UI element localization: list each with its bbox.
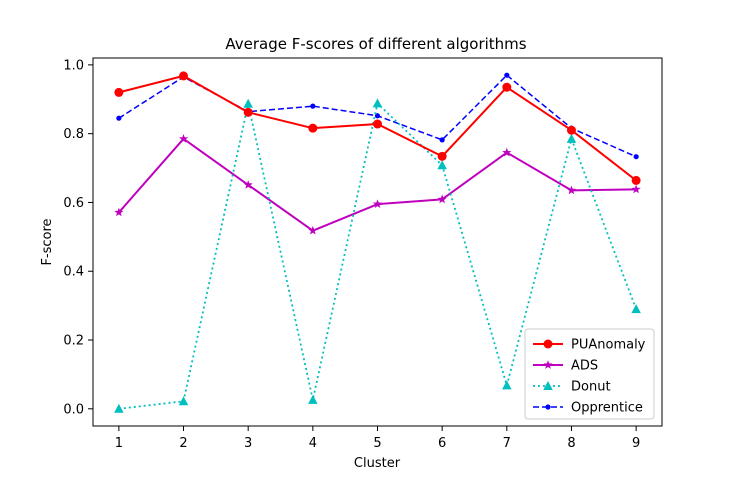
data-point-opprentice bbox=[374, 113, 381, 119]
y-axis: 0.0 0.2 0.4 0.6 0.8 1.0 bbox=[63, 58, 93, 417]
data-point-donut bbox=[243, 98, 253, 108]
data-point-puanomaly bbox=[437, 151, 447, 161]
data-point-donut bbox=[566, 133, 577, 143]
data-point-donut bbox=[114, 403, 124, 413]
series-line-ads bbox=[118, 137, 637, 232]
legend-marker bbox=[543, 339, 553, 349]
data-point-donut bbox=[631, 304, 641, 314]
x-axis-label: Cluster bbox=[354, 456, 401, 471]
data-point-puanomaly bbox=[179, 71, 189, 81]
data-point-donut bbox=[178, 396, 189, 406]
data-point-opprentice bbox=[310, 103, 316, 109]
x-tick-label: 8 bbox=[567, 436, 575, 451]
legend-marker bbox=[543, 360, 553, 369]
data-point-donut bbox=[437, 160, 447, 170]
series-puanomaly bbox=[114, 71, 641, 185]
data-point-puanomaly bbox=[243, 107, 253, 117]
data-point-puanomaly bbox=[308, 123, 318, 133]
data-point-ads bbox=[631, 184, 641, 194]
y-tick-label: 0.0 bbox=[63, 402, 84, 417]
legend-marker bbox=[545, 404, 551, 410]
legend-label: Opprentice bbox=[571, 401, 643, 416]
data-point-ads bbox=[566, 185, 577, 195]
x-tick-label: 7 bbox=[503, 436, 511, 451]
data-point-ads bbox=[502, 147, 512, 157]
x-tick-label: 2 bbox=[179, 436, 187, 451]
legend-item-donut: Donut bbox=[533, 380, 611, 395]
data-point-donut bbox=[502, 380, 512, 390]
legend-marker bbox=[543, 381, 553, 390]
legend-label: PUAnomaly bbox=[571, 338, 646, 353]
data-point-puanomaly bbox=[566, 125, 576, 135]
x-tick-label: 1 bbox=[115, 436, 123, 451]
plot-area bbox=[114, 71, 641, 413]
legend-label: ADS bbox=[571, 359, 598, 374]
y-tick-label: 0.6 bbox=[63, 196, 84, 211]
legend: PUAnomaly ADS Donut Opprentice bbox=[524, 328, 655, 420]
data-point-ads bbox=[243, 180, 253, 189]
data-point-opprentice bbox=[504, 72, 510, 78]
series-donut bbox=[114, 98, 641, 413]
data-point-donut bbox=[372, 98, 383, 108]
legend-item-ads: ADS bbox=[533, 359, 598, 374]
data-point-puanomaly bbox=[114, 87, 124, 97]
data-point-puanomaly bbox=[373, 119, 382, 129]
series-ads bbox=[114, 134, 641, 235]
data-point-donut bbox=[308, 394, 318, 404]
y-tick-label: 1.0 bbox=[63, 58, 84, 73]
y-tick-label: 0.8 bbox=[63, 127, 84, 142]
data-point-puanomaly bbox=[502, 82, 512, 92]
x-tick-label: 9 bbox=[632, 436, 640, 451]
x-tick-label: 5 bbox=[373, 436, 381, 451]
legend-item-opprentice: Opprentice bbox=[533, 401, 643, 416]
data-point-ads bbox=[178, 134, 189, 143]
data-point-ads bbox=[114, 207, 124, 217]
legend-label: Donut bbox=[571, 380, 611, 395]
data-point-opprentice bbox=[439, 137, 445, 143]
x-tick-label: 3 bbox=[244, 436, 252, 451]
data-point-ads bbox=[437, 194, 447, 204]
legend-box bbox=[524, 328, 655, 420]
x-tick-label: 6 bbox=[438, 436, 446, 451]
y-axis-label: F-score bbox=[40, 218, 55, 265]
x-tick-label: 4 bbox=[309, 436, 317, 451]
y-tick-label: 0.4 bbox=[63, 265, 84, 280]
data-point-ads bbox=[308, 225, 318, 235]
data-point-ads bbox=[372, 199, 383, 209]
y-tick-label: 0.2 bbox=[63, 334, 84, 349]
data-point-opprentice bbox=[116, 115, 122, 121]
data-point-opprentice bbox=[633, 154, 639, 160]
chart-title: Average F-scores of different algorithms bbox=[225, 35, 526, 53]
data-point-puanomaly bbox=[631, 175, 641, 185]
legend-item-puanomaly: PUAnomaly bbox=[533, 338, 646, 353]
x-axis: 1 2 3 4 5 6 7 8 9 bbox=[115, 426, 640, 451]
